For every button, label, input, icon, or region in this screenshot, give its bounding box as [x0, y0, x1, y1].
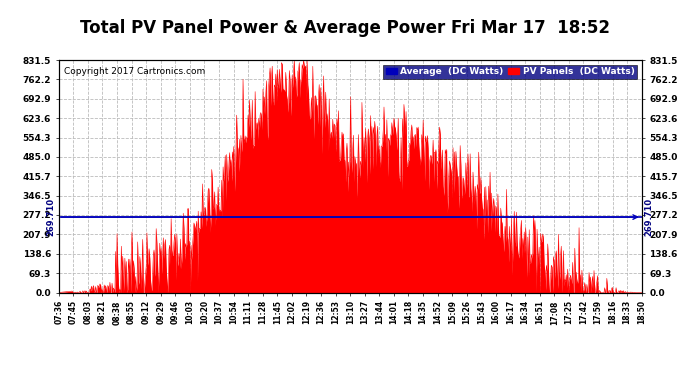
Legend: Average  (DC Watts), PV Panels  (DC Watts): Average (DC Watts), PV Panels (DC Watts) — [383, 64, 637, 79]
Text: Copyright 2017 Cartronics.com: Copyright 2017 Cartronics.com — [64, 67, 206, 76]
Text: 269.710: 269.710 — [644, 198, 653, 236]
Text: Total PV Panel Power & Average Power Fri Mar 17  18:52: Total PV Panel Power & Average Power Fri… — [80, 19, 610, 37]
Text: 269.710: 269.710 — [47, 198, 56, 236]
